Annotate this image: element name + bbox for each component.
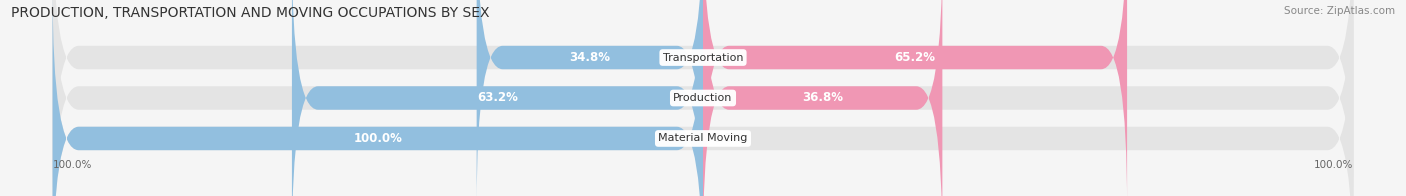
Text: Source: ZipAtlas.com: Source: ZipAtlas.com: [1284, 6, 1395, 16]
Text: 36.8%: 36.8%: [803, 92, 844, 104]
Text: 34.8%: 34.8%: [569, 51, 610, 64]
Text: 0.0%: 0.0%: [713, 132, 742, 145]
FancyBboxPatch shape: [52, 0, 1354, 196]
FancyBboxPatch shape: [52, 0, 1354, 196]
Text: PRODUCTION, TRANSPORTATION AND MOVING OCCUPATIONS BY SEX: PRODUCTION, TRANSPORTATION AND MOVING OC…: [11, 6, 489, 20]
FancyBboxPatch shape: [292, 0, 703, 196]
FancyBboxPatch shape: [477, 0, 703, 196]
FancyBboxPatch shape: [703, 0, 942, 196]
Text: Material Moving: Material Moving: [658, 133, 748, 143]
Text: Transportation: Transportation: [662, 53, 744, 63]
Text: Production: Production: [673, 93, 733, 103]
Text: 100.0%: 100.0%: [353, 132, 402, 145]
Text: 65.2%: 65.2%: [894, 51, 935, 64]
Text: 63.2%: 63.2%: [477, 92, 517, 104]
Text: 100.0%: 100.0%: [52, 160, 91, 170]
FancyBboxPatch shape: [52, 0, 703, 196]
Text: 100.0%: 100.0%: [1315, 160, 1354, 170]
FancyBboxPatch shape: [52, 0, 1354, 196]
FancyBboxPatch shape: [703, 0, 1128, 196]
